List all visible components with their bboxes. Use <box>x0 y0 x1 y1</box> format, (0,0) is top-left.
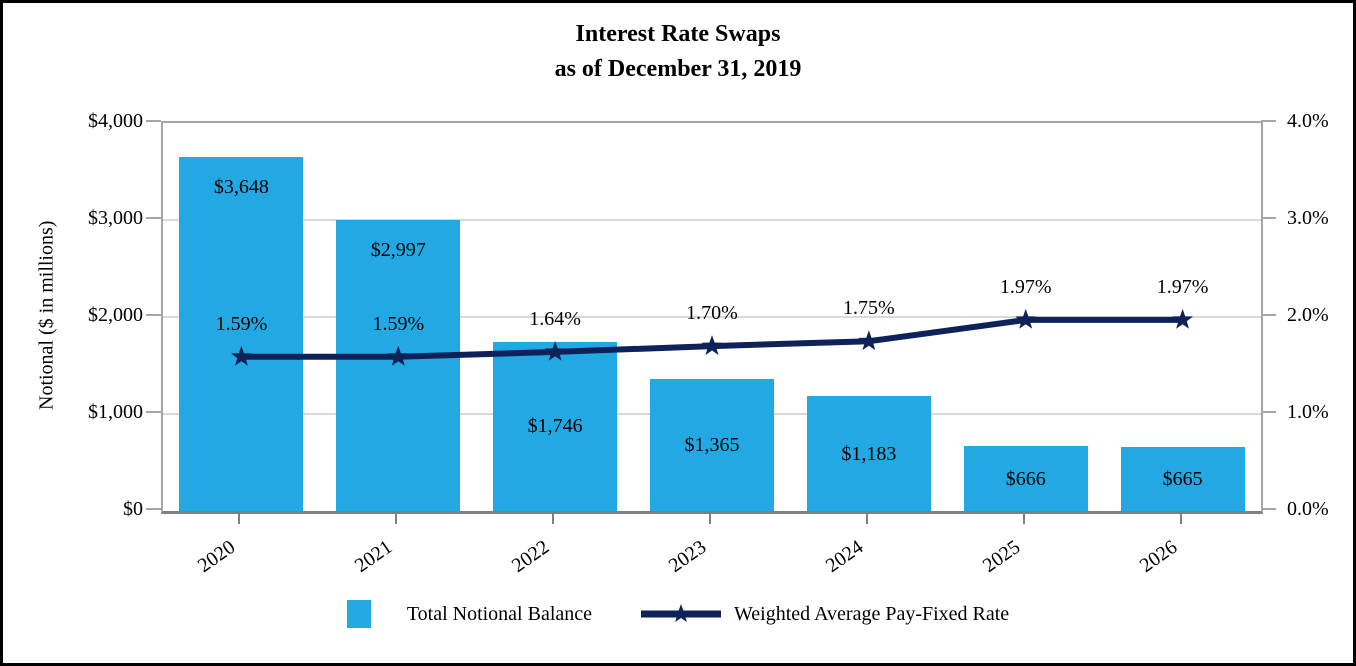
bar-2021: $2,997 <box>336 220 461 511</box>
right-axis-tick <box>1261 508 1276 510</box>
left-axis-tick <box>146 217 161 219</box>
left-axis-tick <box>146 120 161 122</box>
bar-2022: $1,746 <box>493 341 618 511</box>
rate-label: 1.97% <box>999 275 1052 298</box>
x-tick-label-2024: 2024 <box>821 535 868 577</box>
legend-item-rate: Weighted Average Pay-Fixed Rate <box>640 603 1009 626</box>
bar-2025: $666 <box>963 446 1088 511</box>
legend: Total Notional Balance Weighted Average … <box>3 600 1353 628</box>
x-tick-label-2022: 2022 <box>508 535 554 577</box>
bar-2026: $665 <box>1120 446 1245 511</box>
bar-value-label: $1,746 <box>527 415 583 438</box>
bar-value-label: $666 <box>1005 467 1046 490</box>
rate-label: 1.70% <box>686 302 738 325</box>
chart-title-line2: as of December 31, 2019 <box>554 56 802 82</box>
left-axis-tick-label: $0 <box>123 498 143 520</box>
bar-value-label: $1,183 <box>841 442 897 465</box>
legend-item-notional: Total Notional Balance <box>346 600 593 628</box>
chart-title: Interest Rate Swaps as of December 31, 2… <box>3 17 1353 87</box>
right-axis-tick-label: 1.0% <box>1287 401 1329 423</box>
right-axis-tick <box>1261 217 1276 219</box>
bar-value-label: $665 <box>1162 467 1203 490</box>
x-tick-label-2025: 2025 <box>978 535 1025 577</box>
gridline <box>163 219 1261 221</box>
bar-swatch-icon <box>346 600 371 628</box>
bar-value-label: $2,997 <box>370 239 426 262</box>
rate-label: 1.97% <box>1156 275 1209 298</box>
left-axis-tick-label: $2,000 <box>88 304 143 326</box>
left-axis-tick-label: $1,000 <box>88 401 143 423</box>
right-axis-tick <box>1261 411 1276 413</box>
x-axis-tick <box>395 512 398 524</box>
chart-title-line1: Interest Rate Swaps <box>575 21 781 47</box>
left-axis-tick <box>146 411 161 413</box>
bar-2023: $1,365 <box>650 378 774 511</box>
right-axis-tick <box>1261 120 1276 122</box>
left-axis-tick-label: $4,000 <box>88 110 143 132</box>
rate-label: 1.59% <box>372 312 425 335</box>
x-axis-tick <box>552 512 555 524</box>
right-axis-tick-label: 3.0% <box>1287 207 1329 229</box>
legend-bar-label: Total Notional Balance <box>406 602 593 625</box>
right-axis-tick-label: 4.0% <box>1287 110 1329 132</box>
left-axis-tick-label: $3,000 <box>88 207 143 229</box>
x-axis-tick <box>1179 512 1182 524</box>
x-axis-tick <box>238 512 241 524</box>
x-tick-label-2023: 2023 <box>664 535 711 577</box>
left-axis-tick <box>146 314 161 316</box>
bar-value-label: $1,365 <box>684 433 740 456</box>
x-tick-label-2020: 2020 <box>194 535 240 577</box>
x-axis-tick <box>865 512 868 524</box>
right-axis-tick <box>1261 314 1276 316</box>
x-axis-tick <box>1022 512 1025 524</box>
bar-2024: $1,183 <box>806 396 931 511</box>
right-axis-tick-label: 2.0% <box>1287 304 1329 326</box>
left-axis-tick <box>146 508 161 510</box>
legend-line-label: Weighted Average Pay-Fixed Rate <box>734 602 1010 625</box>
line-star-marker-icon <box>641 604 722 623</box>
bar-value-label: $3,648 <box>213 176 269 199</box>
plot-area: $3,648 $2,997 $1,746 $1,365 $1,183 $666 $665 1.… <box>161 121 1263 514</box>
x-tick-label-2021: 2021 <box>351 535 397 577</box>
rate-label: 1.64% <box>529 307 581 330</box>
rate-label: 1.75% <box>843 297 895 320</box>
rate-label: 1.59% <box>215 312 268 335</box>
right-axis-tick-label: 0.0% <box>1287 498 1329 520</box>
x-tick-label-2026: 2026 <box>1135 535 1181 577</box>
x-axis-tick <box>709 512 711 524</box>
